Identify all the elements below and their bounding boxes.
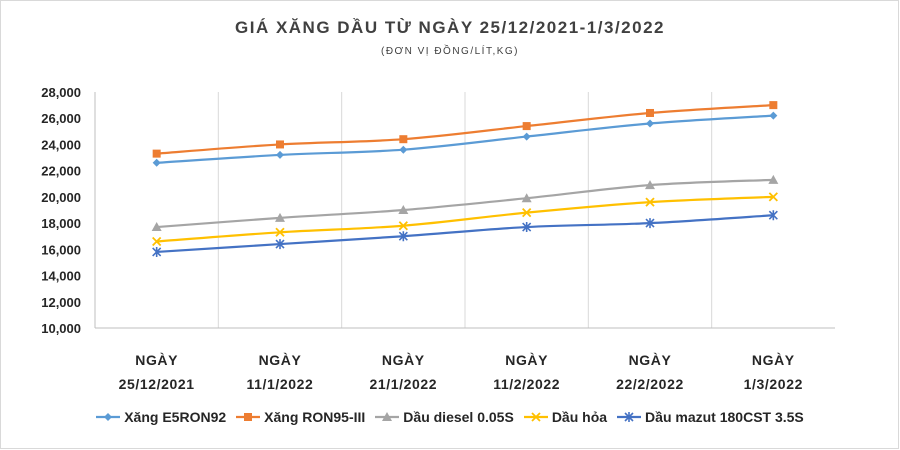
data-point-marker [398,205,409,214]
series-line [156,178,774,229]
x-category-date: 11/1/2022 [247,376,314,392]
y-tick-label: 20,000 [41,190,81,205]
y-tick-label: 26,000 [41,111,81,126]
legend-marker [531,412,541,422]
data-point-marker [769,101,778,110]
legend-label: Dầu diesel 0.05S [403,409,514,425]
x-category-date: 11/2/2022 [493,376,560,392]
series-line [156,214,774,254]
y-tick-label: 12,000 [41,295,81,310]
legend-swatch-icon [96,413,121,421]
data-point-marker [152,149,161,158]
data-point-marker [399,145,408,154]
legend-item-dau-hoa: Dầu hỏa [523,409,608,425]
chart-subtitle: (ĐƠN VỊ ĐỒNG/LÍT,KG) [380,46,520,57]
data-point-marker [645,180,655,190]
legend-label: Dầu hỏa [551,409,608,425]
series-line [156,104,774,155]
data-point-marker [521,193,532,203]
y-tick-label: 14,000 [41,269,81,284]
data-point-marker [399,135,408,144]
legend-marker [244,413,253,421]
x-category-label: NGÀY [382,352,425,368]
data-point-marker [522,132,531,141]
data-point-marker [152,158,161,167]
data-point-marker [276,140,284,149]
y-tick-label: 24,000 [41,137,81,152]
y-tick-label: 22,000 [41,164,81,179]
legend-item-dau-diesel-0-05s: Dầu diesel 0.05S [375,409,514,425]
data-point-marker [151,222,162,232]
x-category-date: 25/12/2021 [119,376,195,392]
data-point-marker [768,192,778,202]
data-point-marker [646,119,654,128]
axes [94,92,835,329]
series-xang-ron95-iii [152,101,778,158]
x-category-label: NGÀY [752,352,795,368]
series-xang-e5ron92 [152,111,778,167]
x-category-label: NGÀY [505,352,548,368]
series-line [156,114,774,164]
line-chart: 10,000 12,000 14,000 16,000 18,000 20,000 22,0… [41,85,835,392]
series-dau-hoa [152,192,778,247]
data-point-marker [276,150,284,159]
series-lines [151,101,779,257]
data-point-marker [645,197,655,207]
legend-swatch-icon [236,413,261,421]
series-line [156,195,774,243]
x-category-date: 1/3/2022 [744,376,803,392]
data-point-marker [152,246,162,257]
x-category-date: 21/1/2022 [369,376,437,392]
data-point-marker [522,207,532,218]
legend-label: Xăng E5RON92 [124,409,227,425]
legend-item-dau-mazut-180cst-3-5s: Dầu mazut 180CST 3.5S [617,409,804,425]
data-point-marker [398,221,408,231]
legend-marker [382,412,393,421]
legend-swatch-icon [375,412,400,421]
data-point-marker [769,111,778,120]
legend-label: Dầu mazut 180CST 3.5S [645,409,804,425]
legend-label: Xăng RON95-III [264,409,366,425]
x-axis-category-labels: NGÀY 25/12/2021 NGÀY 11/1/2022 NGÀY 21/1/2022… [119,352,803,392]
legend-swatch-icon [617,412,642,422]
y-tick-label: 18,000 [41,216,81,231]
data-point-marker [768,210,778,221]
legend-marker [624,412,634,422]
legend-swatch-icon [523,412,548,422]
data-point-marker [522,222,532,233]
data-point-marker [152,236,162,247]
data-point-marker [275,227,285,237]
grid-lines [217,92,713,328]
data-point-marker [275,239,285,250]
x-category-date: 22/2/2022 [616,376,684,392]
legend-marker [104,413,113,421]
legend-item-xang-ron95-iii: Xăng RON95-III [236,409,365,425]
data-point-marker [522,122,531,131]
legend: Xăng E5RON92 Xăng RON95-III Dầu diesel 0.0… [0,409,900,426]
y-tick-label: 10,000 [41,321,81,336]
y-tick-label: 16,000 [41,242,81,257]
x-category-label: NGÀY [135,352,178,368]
chart-title: GIÁ XĂNG DẦU TỪ NGÀY 25/12/2021-1/3/2022 [235,18,665,37]
data-point-marker [398,231,408,242]
x-category-label: NGÀY [259,352,302,368]
data-point-marker [646,108,654,117]
series-dau-mazut-180cst-3-5s [152,210,778,257]
data-point-marker [645,218,655,229]
y-axis-tick-labels: 10,000 12,000 14,000 16,000 18,000 20,000 22,0… [41,85,81,336]
y-tick-label: 28,000 [41,85,81,100]
series-dau-diesel-0-05s [151,174,779,232]
data-point-marker [275,212,285,222]
data-point-marker [768,174,779,184]
x-category-label: NGÀY [629,352,672,368]
legend-item-xang-e5ron92: Xăng E5RON92 [96,409,226,425]
